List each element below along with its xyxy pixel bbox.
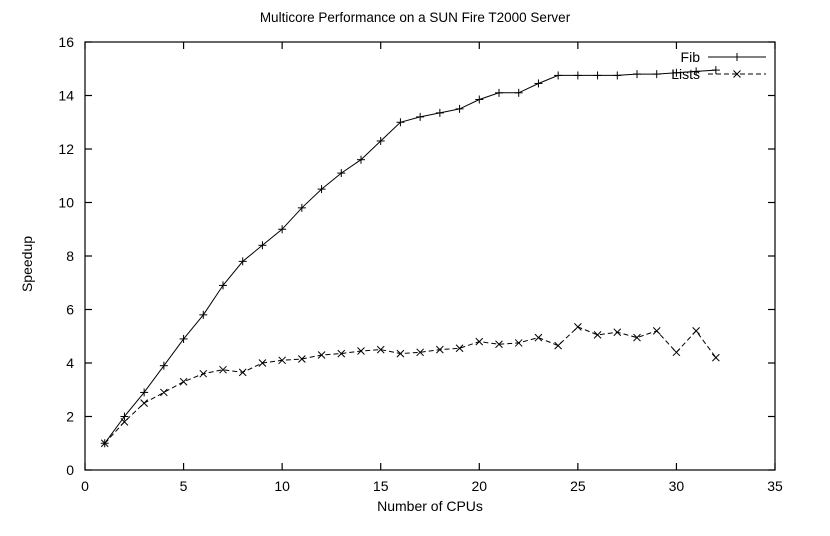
y-tick-label: 8 [66, 248, 74, 264]
x-tick-label: 5 [180, 478, 188, 494]
legend-entry-lists: Lists [671, 66, 766, 82]
y-tick-label: 4 [66, 355, 74, 371]
x-tick-label: 30 [669, 478, 685, 494]
chart-title: Multicore Performance on a SUN Fire T200… [259, 10, 571, 25]
x-tick-label: 10 [274, 478, 290, 494]
legend-label-lists: Lists [671, 66, 700, 82]
x-tick-label: 25 [570, 478, 586, 494]
x-tick-label: 35 [767, 478, 783, 494]
legend-entry-fib: Fib [681, 49, 766, 65]
y-tick-label: 12 [58, 141, 74, 157]
y-tick-label: 10 [58, 195, 74, 211]
y-tick-label: 0 [66, 462, 74, 478]
series-line-lists [104, 326, 717, 444]
y-tick-label: 6 [66, 302, 74, 318]
legend-label-fib: Fib [681, 49, 701, 65]
plot-border [84, 41, 776, 471]
y-axis-ticks: 0 2 4 6 8 10 12 14 16 [58, 34, 775, 478]
x-tick-label: 0 [81, 478, 89, 494]
series-line-fib [104, 69, 716, 444]
series-markers-fib [100, 66, 720, 448]
x-axis-ticks: 0 5 10 15 20 25 30 35 [81, 42, 783, 494]
y-tick-label: 14 [58, 88, 74, 104]
x-tick-label: 20 [471, 478, 487, 494]
y-tick-label: 16 [58, 34, 74, 50]
y-tick-label: 2 [66, 409, 74, 425]
x-tick-label: 15 [373, 478, 389, 494]
x-axis-label: Number of CPUs [377, 498, 483, 514]
series-markers-lists [100, 323, 720, 448]
